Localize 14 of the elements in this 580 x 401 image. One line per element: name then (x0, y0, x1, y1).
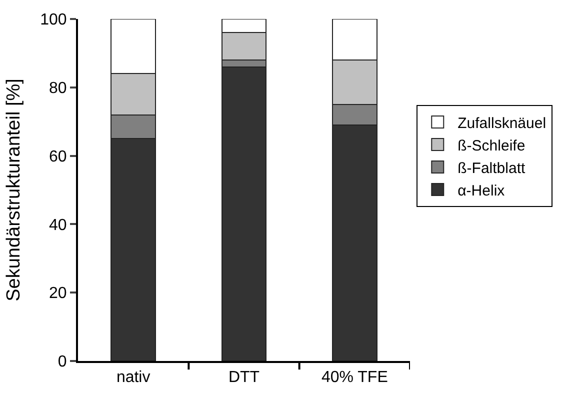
y-tick-label: 80 (49, 80, 67, 97)
legend-label: ß-Faltblatt (458, 160, 526, 177)
y-tick-label: 0 (58, 354, 67, 371)
legend-label: α-Helix (458, 182, 506, 200)
y-tick-label: 60 (49, 148, 67, 166)
y-tick-label: 100 (40, 12, 67, 29)
y-axis-title: Sekundärstrukturanteil [%] (3, 78, 24, 302)
x-tick-label: nativ (116, 369, 150, 386)
x-tick-label: 40% TFE (321, 369, 388, 386)
y-tick-label: 20 (49, 285, 67, 302)
legend-label: ß-Schleife (458, 137, 526, 154)
legend-label: Zufallsknäuel (458, 114, 546, 132)
x-tick-label: DTT (228, 369, 260, 386)
y-tick-label: 40 (49, 216, 67, 234)
